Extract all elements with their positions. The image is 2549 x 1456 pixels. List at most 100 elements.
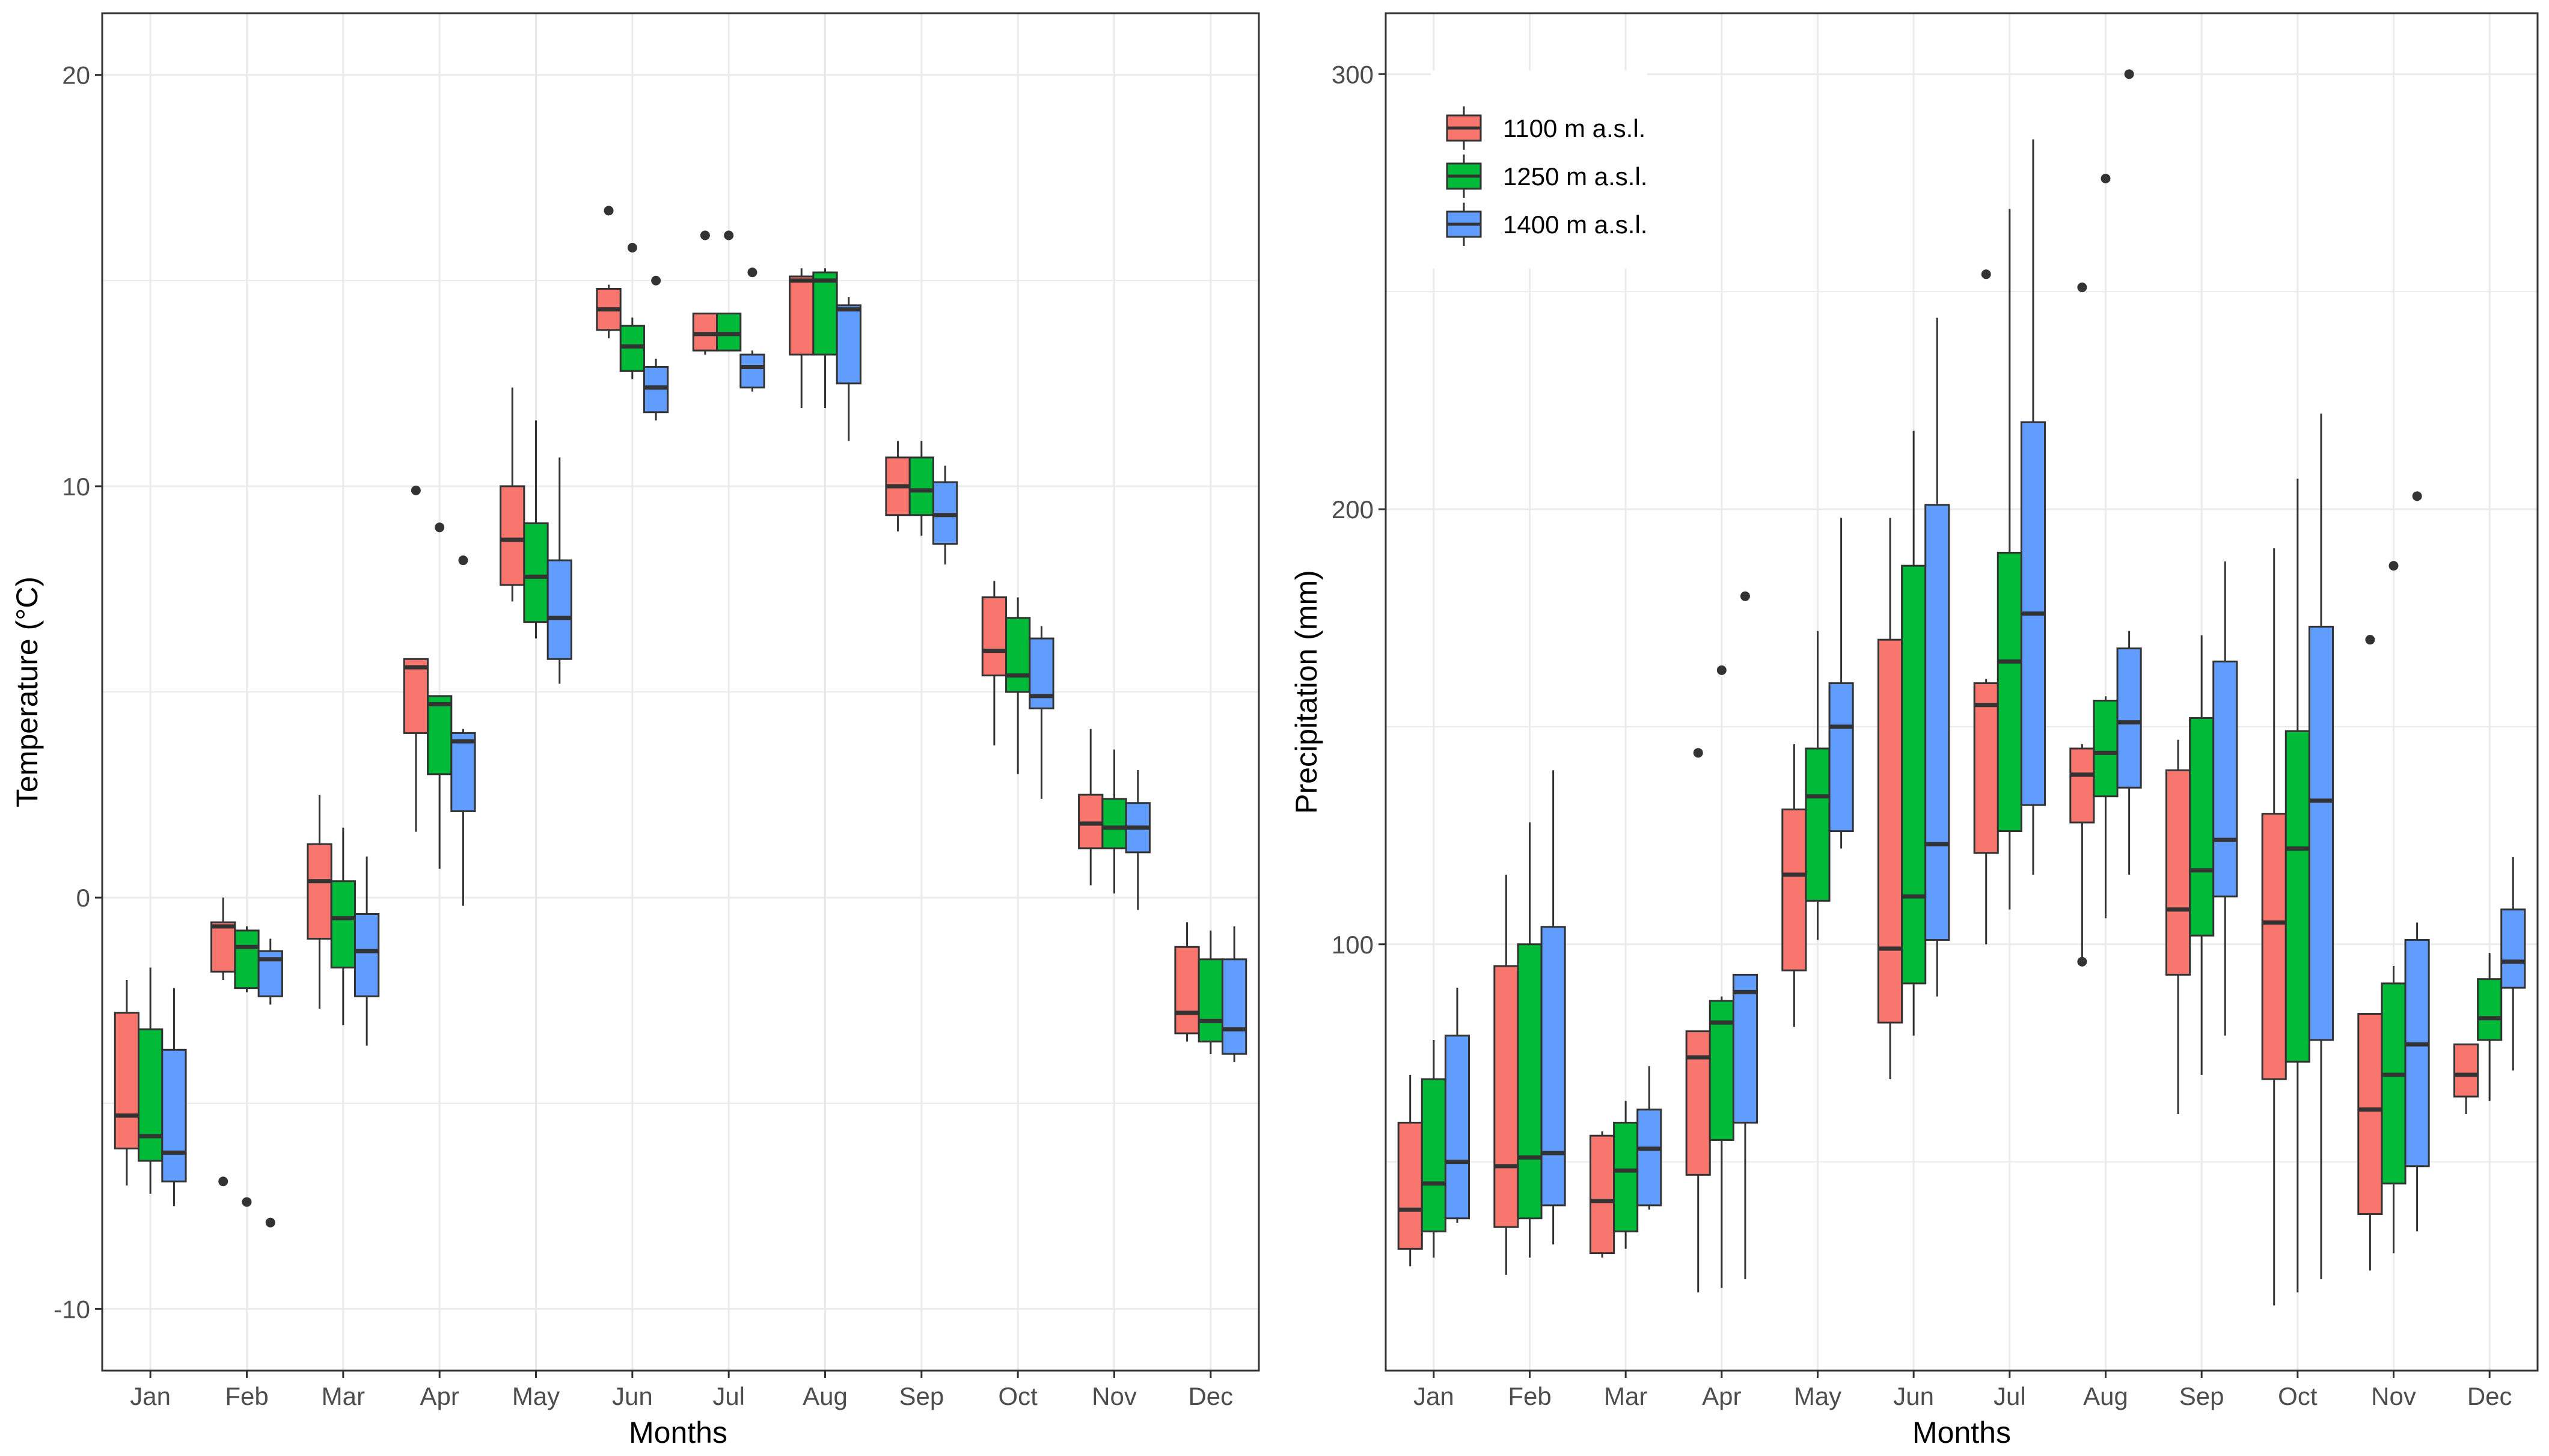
precipitation-box-aug xyxy=(2093,699,2119,798)
precipitation-box-nov xyxy=(2404,939,2430,1167)
precipitation-series-1100-m-a-s-l xyxy=(1397,269,2479,1306)
precipitation-outlier-point-aug xyxy=(2124,69,2134,79)
precipitation-box-feb xyxy=(1493,965,1519,1228)
temperature-x-axis-title: Months xyxy=(629,1416,727,1449)
temperature-y-axis-title: Temperature (°C) xyxy=(10,577,44,807)
temperature-outlier-point-jul xyxy=(724,230,734,240)
temperature-box-may xyxy=(546,559,572,660)
temperature-outlier-point-jul xyxy=(700,230,710,240)
temperature-outlier-point-apr xyxy=(435,522,445,533)
legend-label-1250-m-a-s-l: 1250 m a.s.l. xyxy=(1503,162,1647,191)
legend-label-1400-m-a-s-l: 1400 m a.s.l. xyxy=(1503,210,1647,239)
temperature-panel-border xyxy=(101,12,1260,1372)
precipitation-box-sep xyxy=(2165,769,2191,976)
precipitation-outlier-point-apr xyxy=(1716,665,1727,675)
precipitation-panel-border xyxy=(1385,12,2539,1372)
precipitation-box-jul xyxy=(1973,682,1999,854)
precipitation-box-nov xyxy=(2381,982,2407,1185)
precipitation-box-jan xyxy=(1397,1121,1423,1250)
precipitation-box-jan xyxy=(1444,1035,1470,1220)
temperature-x-tick-label-aug: Aug xyxy=(803,1382,848,1410)
temperature-box-oct xyxy=(1005,617,1031,693)
precipitation-x-tick-label-feb: Feb xyxy=(1508,1382,1551,1410)
temperature-x-tick-label-jan: Jan xyxy=(130,1382,171,1410)
precipitation-box-jun xyxy=(1901,564,1927,985)
temperature-x-tick-label-jun: Jun xyxy=(612,1382,653,1410)
precipitation-y-axis-title: Precipitation (mm) xyxy=(1290,570,1323,814)
precipitation-box-mar xyxy=(1589,1134,1615,1255)
temperature-x-tick-label-dec: Dec xyxy=(1188,1382,1233,1410)
temperature-box-oct xyxy=(981,596,1008,677)
temperature-box-aug xyxy=(812,271,838,356)
precipitation-outlier-point-aug xyxy=(2077,282,2087,292)
precipitation-box-jun xyxy=(1924,504,1950,941)
temperature-box-jul xyxy=(739,353,765,389)
precipitation-x-tick-label-jun: Jun xyxy=(1893,1382,1934,1410)
temperature-box-sep xyxy=(908,456,934,516)
precipitation-box-aug xyxy=(2069,747,2095,824)
precipitation-x-tick-label-dec: Dec xyxy=(2467,1382,2512,1410)
temperature-box-mar xyxy=(307,843,332,940)
temperature-box-mar xyxy=(330,880,356,968)
temperature-series-1400-m-a-s-l xyxy=(161,268,1247,1228)
temperature-box-apr xyxy=(403,658,429,734)
temperature-box-may xyxy=(523,522,549,623)
precipitation-box-sep xyxy=(2189,717,2215,937)
temperature-series-1100-m-a-s-l xyxy=(114,206,1200,1187)
temperature-outlier-point-apr xyxy=(458,555,468,566)
precipitation-outlier-point-nov xyxy=(2412,491,2422,501)
precipitation-outlier-point-aug xyxy=(2077,956,2087,967)
precipitation-outlier-point-apr xyxy=(1740,591,1750,601)
temperature-box-dec xyxy=(1221,958,1247,1055)
precipitation-outlier-point-jul xyxy=(1981,269,1991,280)
temperature-x-tick-label-feb: Feb xyxy=(225,1382,268,1410)
precipitation-box-mar xyxy=(1636,1109,1662,1207)
temperature-y-tick-label: 10 xyxy=(62,473,90,501)
temperature-panel: Months Temperature (°C) -10 0 10 20 Jan Feb Ma… xyxy=(10,12,1260,1449)
precipitation-box-apr xyxy=(1732,973,1758,1124)
temperature-box-apr xyxy=(427,695,453,775)
temperature-outlier-point-feb xyxy=(218,1176,228,1187)
precipitation-y-tick-label: 300 xyxy=(1332,60,1374,88)
temperature-box-dec xyxy=(1174,946,1200,1035)
precipitation-x-tick-label-nov: Nov xyxy=(2371,1382,2416,1410)
temperature-box-nov xyxy=(1101,798,1127,849)
precipitation-series-1250-m-a-s-l xyxy=(1421,174,2503,1292)
temperature-x-tick-label-jul: Jul xyxy=(712,1382,745,1410)
temperature-x-tick-label-oct: Oct xyxy=(998,1382,1038,1410)
legend: 1100 m a.s.l. 1250 m a.s.l. 1400 m a.s.l. xyxy=(1431,70,1647,269)
precipitation-box-may xyxy=(1828,682,1854,833)
legend-label-1100-m-a-s-l: 1100 m a.s.l. xyxy=(1503,114,1645,142)
temperature-box-jan xyxy=(138,1028,164,1162)
precipitation-box-may xyxy=(1805,747,1831,902)
precipitation-box-aug xyxy=(2116,647,2142,789)
temperature-box-may xyxy=(500,485,525,586)
precipitation-box-feb xyxy=(1540,926,1566,1207)
precipitation-x-tick-label-aug: Aug xyxy=(2083,1382,2128,1410)
temperature-box-jan xyxy=(161,1048,187,1182)
temperature-box-mar xyxy=(353,913,380,997)
precipitation-box-oct xyxy=(2261,813,2287,1080)
legend-key-1250-m-a-s-l xyxy=(1446,154,1482,198)
precipitation-x-tick-label-apr: Apr xyxy=(1702,1382,1741,1410)
precipitation-y-tick-label: 100 xyxy=(1332,931,1374,959)
temperature-outlier-point-jul xyxy=(747,268,757,278)
precipitation-box-mar xyxy=(1613,1121,1639,1232)
precipitation-series-1400-m-a-s-l xyxy=(1444,69,2526,1280)
precipitation-box-oct xyxy=(2284,730,2310,1063)
precipitation-box-dec xyxy=(2477,978,2503,1041)
precipitation-x-tick-label-oct: Oct xyxy=(2278,1382,2318,1410)
precipitation-panel: Months Precipitation (mm) 100 200 300 Jan Fe… xyxy=(1290,12,2539,1449)
precipitation-box-may xyxy=(1781,808,1807,971)
temperature-y-tick-label: -10 xyxy=(54,1295,90,1323)
precipitation-box-jun xyxy=(1877,638,1903,1024)
precipitation-box-oct xyxy=(2308,625,2334,1041)
temperature-box-feb xyxy=(234,929,260,990)
precipitation-outlier-point-apr xyxy=(1693,748,1703,758)
precipitation-x-axis-title: Months xyxy=(1912,1416,2011,1449)
precipitation-box-dec xyxy=(2453,1043,2479,1098)
precipitation-box-nov xyxy=(2357,1013,2383,1215)
temperature-series-1250-m-a-s-l xyxy=(138,230,1223,1207)
temperature-x-tick-label-mar: Mar xyxy=(322,1382,365,1410)
